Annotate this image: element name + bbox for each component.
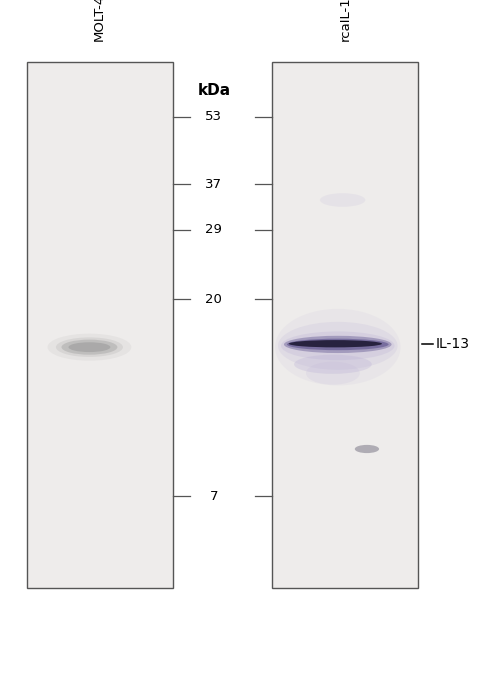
Ellipse shape [275, 309, 400, 386]
Text: IL-13: IL-13 [435, 337, 469, 352]
Ellipse shape [48, 334, 131, 360]
Ellipse shape [61, 340, 118, 355]
Ellipse shape [284, 336, 392, 353]
Text: 53: 53 [206, 110, 222, 123]
Ellipse shape [289, 340, 382, 347]
Ellipse shape [306, 362, 360, 384]
Text: 37: 37 [206, 178, 222, 191]
Text: rcaIL-13: rcaIL-13 [339, 0, 351, 41]
Bar [272, 62, 418, 588]
Ellipse shape [56, 337, 123, 357]
Ellipse shape [69, 342, 110, 352]
Text: kDa: kDa [197, 83, 230, 98]
Text: 29: 29 [206, 223, 222, 236]
Bar [27, 62, 173, 588]
Ellipse shape [355, 445, 379, 453]
Ellipse shape [320, 193, 365, 207]
Ellipse shape [278, 322, 398, 370]
Text: 20: 20 [206, 293, 222, 306]
Text: MOLT-4: MOLT-4 [93, 0, 106, 41]
Ellipse shape [287, 339, 389, 350]
Text: 7: 7 [209, 490, 218, 503]
Ellipse shape [281, 332, 395, 360]
Ellipse shape [294, 355, 372, 374]
